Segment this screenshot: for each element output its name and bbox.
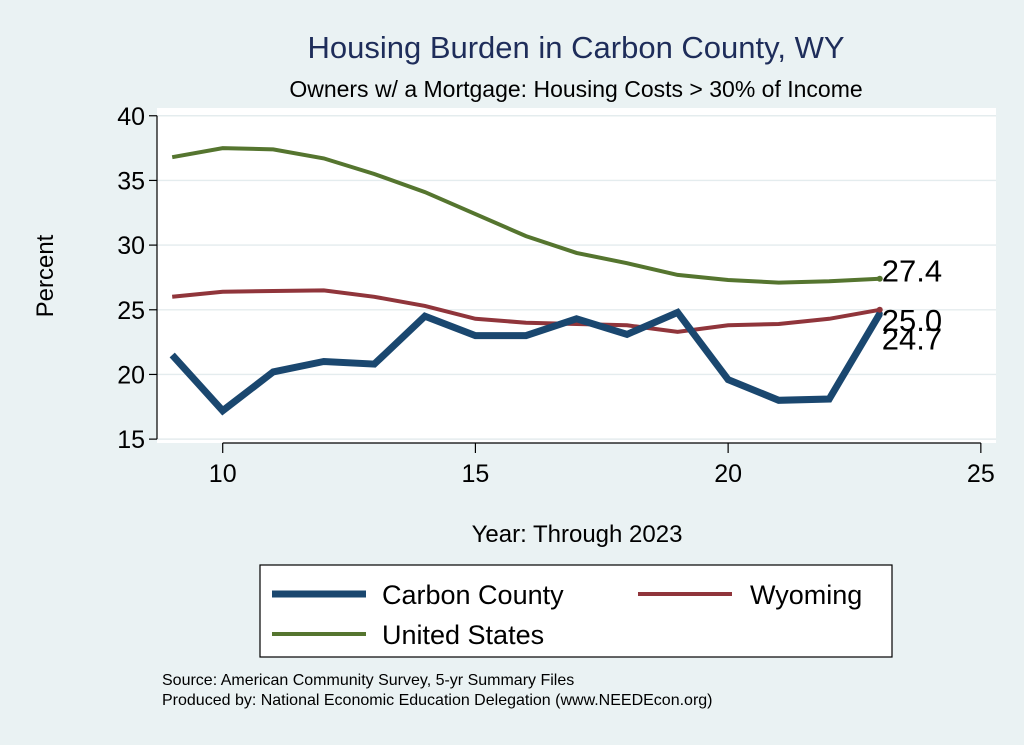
legend-label-wyoming: Wyoming xyxy=(750,580,862,610)
footer-source: Source: American Community Survey, 5-yr … xyxy=(162,672,575,689)
y-axis-label: Percent xyxy=(32,234,59,317)
y-tick-label: 25 xyxy=(117,297,145,325)
plot-area xyxy=(157,108,996,443)
x-tick-label: 15 xyxy=(462,460,490,488)
x-tick-label: 20 xyxy=(714,460,742,488)
x-tick-label: 10 xyxy=(209,460,237,488)
x-tick-label: 25 xyxy=(967,460,995,488)
end-label-united-states: 27.4 xyxy=(882,254,942,289)
y-tick-label: 15 xyxy=(117,426,145,454)
legend-box xyxy=(259,564,893,658)
y-tick-label: 40 xyxy=(117,103,145,131)
series-line-united-states xyxy=(171,146,880,285)
series-line-carbon-county xyxy=(169,308,883,416)
y-tick-label: 20 xyxy=(117,361,145,389)
end-marker xyxy=(876,275,883,282)
y-tick-label: 35 xyxy=(117,167,145,195)
chart-title: Housing Burden in Carbon County, WY xyxy=(307,30,844,65)
series-line-wyoming xyxy=(171,288,881,334)
legend-label-carbon-county: Carbon County xyxy=(382,580,564,610)
legend: Carbon County Wyoming United States xyxy=(259,564,893,658)
chart-subtitle: Owners w/ a Mortgage: Housing Costs > 30… xyxy=(289,76,862,102)
y-tick-label: 30 xyxy=(117,232,145,260)
x-axis-label: Year: Through 2023 xyxy=(472,521,683,548)
end-label-carbon-county: 24.7 xyxy=(882,322,942,357)
footer-produced: Produced by: National Economic Education… xyxy=(162,692,713,709)
end-labels: 24.725.0 27.4 xyxy=(876,254,942,357)
series-lines xyxy=(169,146,883,416)
axes: 15 20 25 30 35 40 10 15 20 25 xyxy=(117,103,995,488)
legend-label-united-states: United States xyxy=(382,620,544,650)
end-marker xyxy=(876,306,883,313)
gridlines xyxy=(157,115,996,440)
end-label-wyoming: 25.0 xyxy=(882,303,942,338)
